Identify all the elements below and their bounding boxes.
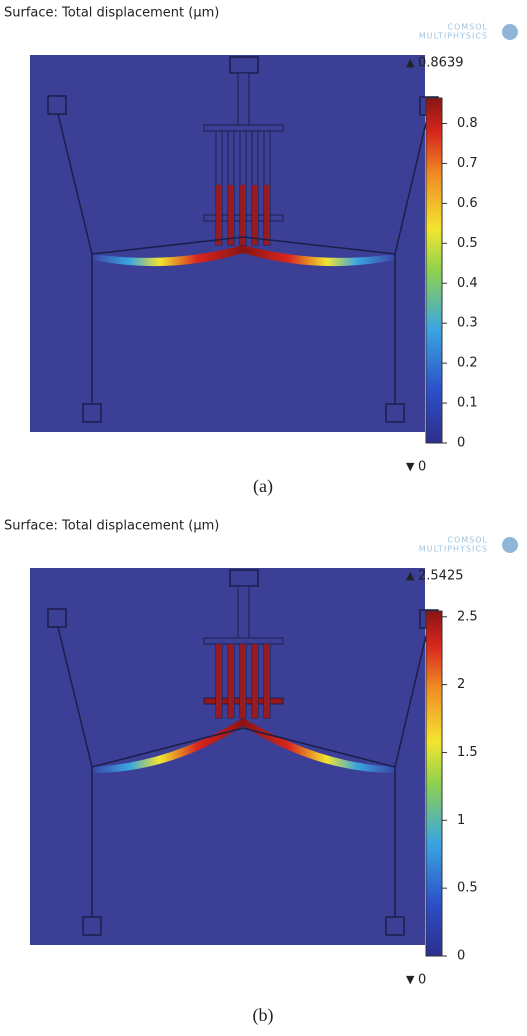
tick-label: 0.5 xyxy=(457,236,478,251)
figure: Surface: Total displacement (µm)COMSOLMU… xyxy=(0,0,527,1036)
logo-text: MULTIPHYSICS xyxy=(419,32,488,41)
logo-icon xyxy=(502,24,518,40)
logo-text: COMSOL xyxy=(447,536,488,545)
stem xyxy=(238,73,249,128)
tick-label: 2 xyxy=(457,677,465,692)
anchor xyxy=(230,570,258,586)
tick-label: 0.7 xyxy=(457,156,478,171)
tick-label: 1.5 xyxy=(457,745,478,760)
stem xyxy=(238,586,249,641)
anchor xyxy=(230,57,258,73)
anchor xyxy=(48,609,66,627)
anchor xyxy=(83,917,101,935)
colorbar xyxy=(426,98,442,443)
finger-hot xyxy=(228,185,234,245)
plot-title: Surface: Total displacement (µm) xyxy=(4,6,219,21)
anchor xyxy=(83,404,101,422)
caption: (a) xyxy=(253,476,273,497)
tick-label: 0.4 xyxy=(457,276,478,291)
finger-hot xyxy=(264,644,270,718)
min-arrow: ▼ xyxy=(406,973,415,986)
finger-hot xyxy=(240,644,246,718)
tick-label: 0.3 xyxy=(457,316,478,331)
anchor xyxy=(386,917,404,935)
tick-label: 2.5 xyxy=(457,609,478,624)
min-arrow: ▼ xyxy=(406,460,415,473)
min-label: 0 xyxy=(418,460,426,475)
max-label: 0.8639 xyxy=(418,56,464,71)
tick-label: 0 xyxy=(457,436,465,451)
logo-text: COMSOL xyxy=(447,23,488,32)
tick-label: 0.6 xyxy=(457,196,478,211)
panel: Surface: Total displacement (µm) COMSOLMU… xyxy=(4,6,518,498)
finger-hot xyxy=(264,185,270,245)
logo-icon xyxy=(502,537,518,553)
anchor xyxy=(386,404,404,422)
finger-hot xyxy=(216,644,222,718)
finger-hot xyxy=(252,644,258,718)
anchor xyxy=(48,96,66,114)
finger-hot xyxy=(252,185,258,245)
max-arrow: ▲ xyxy=(406,569,415,582)
finger-hot xyxy=(228,644,234,718)
finger-hot xyxy=(240,185,246,245)
max-label: 2.5425 xyxy=(418,569,464,584)
tick-label: 0.5 xyxy=(457,881,478,896)
plot-title: Surface: Total displacement (µm) xyxy=(4,519,219,534)
max-arrow: ▲ xyxy=(406,56,415,69)
comb-bar xyxy=(204,125,283,131)
tick-label: 0.2 xyxy=(457,356,478,371)
tick-label: 0.1 xyxy=(457,396,478,411)
finger-hot xyxy=(216,185,222,245)
comb-bar xyxy=(204,638,283,644)
colorbar xyxy=(426,611,442,956)
logo-text: MULTIPHYSICS xyxy=(419,545,488,554)
tick-label: 0.8 xyxy=(457,116,478,131)
tick-label: 1 xyxy=(457,813,465,828)
caption: (b) xyxy=(253,1005,274,1026)
tick-label: 0 xyxy=(457,949,465,964)
min-label: 0 xyxy=(418,973,426,988)
panel: Surface: Total displacement (µm) COMSOLMU… xyxy=(4,519,518,1027)
